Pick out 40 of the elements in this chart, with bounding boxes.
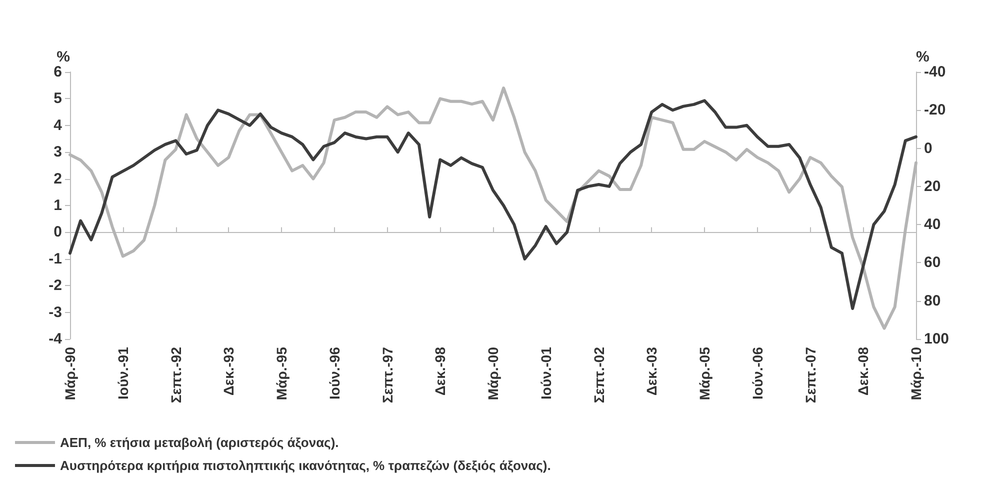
y-tick-label: -4 <box>48 330 63 348</box>
y-tick-label: 6 <box>54 64 62 80</box>
y-tick-label: 3 <box>54 144 62 161</box>
x-tick-label: Σεπτ.-92 <box>168 346 184 404</box>
y-tick-label: 2 <box>54 170 62 188</box>
y2-tick-label: 20 <box>924 178 941 195</box>
y2-tick-label: 60 <box>924 254 941 272</box>
x-tick-label: Ιούν.-96 <box>326 346 342 400</box>
y2-tick-label: 40 <box>924 216 941 234</box>
x-tick-label: Ιούν.-01 <box>538 346 554 400</box>
x-tick-label: Δεκ.-08 <box>855 346 872 396</box>
x-tick-label: Δεκ.-93 <box>220 346 237 396</box>
x-tick-label: Σεπτ.-02 <box>590 346 607 404</box>
y-tick-label: -3 <box>48 304 62 321</box>
y-tick-label: 5 <box>54 90 62 108</box>
x-tick-label: Μάρ.-05 <box>696 346 712 400</box>
y-axis-title: % <box>56 48 70 66</box>
x-tick-label: Μάρ.-90 <box>62 346 78 400</box>
x-tick-label: Σεπτ.-07 <box>802 346 818 404</box>
y-tick-label: -2 <box>48 277 62 294</box>
y-tick-label: 1 <box>54 197 62 214</box>
y2-tick-label: 100 <box>924 330 950 348</box>
x-tick-label: Ιούν.-91 <box>114 346 131 400</box>
y2-axis-title: % <box>916 48 930 66</box>
y-tick-label: -1 <box>48 250 62 268</box>
y2-tick-label: -40 <box>924 64 946 80</box>
x-tick-label: Σεπτ.-97 <box>379 346 396 404</box>
legend-label: ΑΕΠ, % ετήσια μεταβολή (αριστερός άξονας). <box>60 435 339 450</box>
x-tick-label: Ιούν.-06 <box>749 346 766 400</box>
x-tick-label: Δεκ.-98 <box>432 346 448 396</box>
x-tick-label: Μάρ.-00 <box>485 346 501 400</box>
y-tick-label: 4 <box>54 116 63 134</box>
y-tick-label: 0 <box>54 224 62 241</box>
y2-tick-label: 0 <box>924 140 932 157</box>
y2-tick-label: 80 <box>924 292 941 310</box>
x-tick-label: Δεκ.-03 <box>644 346 660 396</box>
y2-tick-label: -20 <box>924 102 946 119</box>
legend-label: Αυστηρότερα κριτήρια πιστοληπτικής ικανότητας, % τραπεζών (δεξιός άξονας). <box>60 458 551 473</box>
x-tick-label: Μάρ.-95 <box>274 346 290 400</box>
x-tick-label: Μάρ.-10 <box>908 346 924 400</box>
